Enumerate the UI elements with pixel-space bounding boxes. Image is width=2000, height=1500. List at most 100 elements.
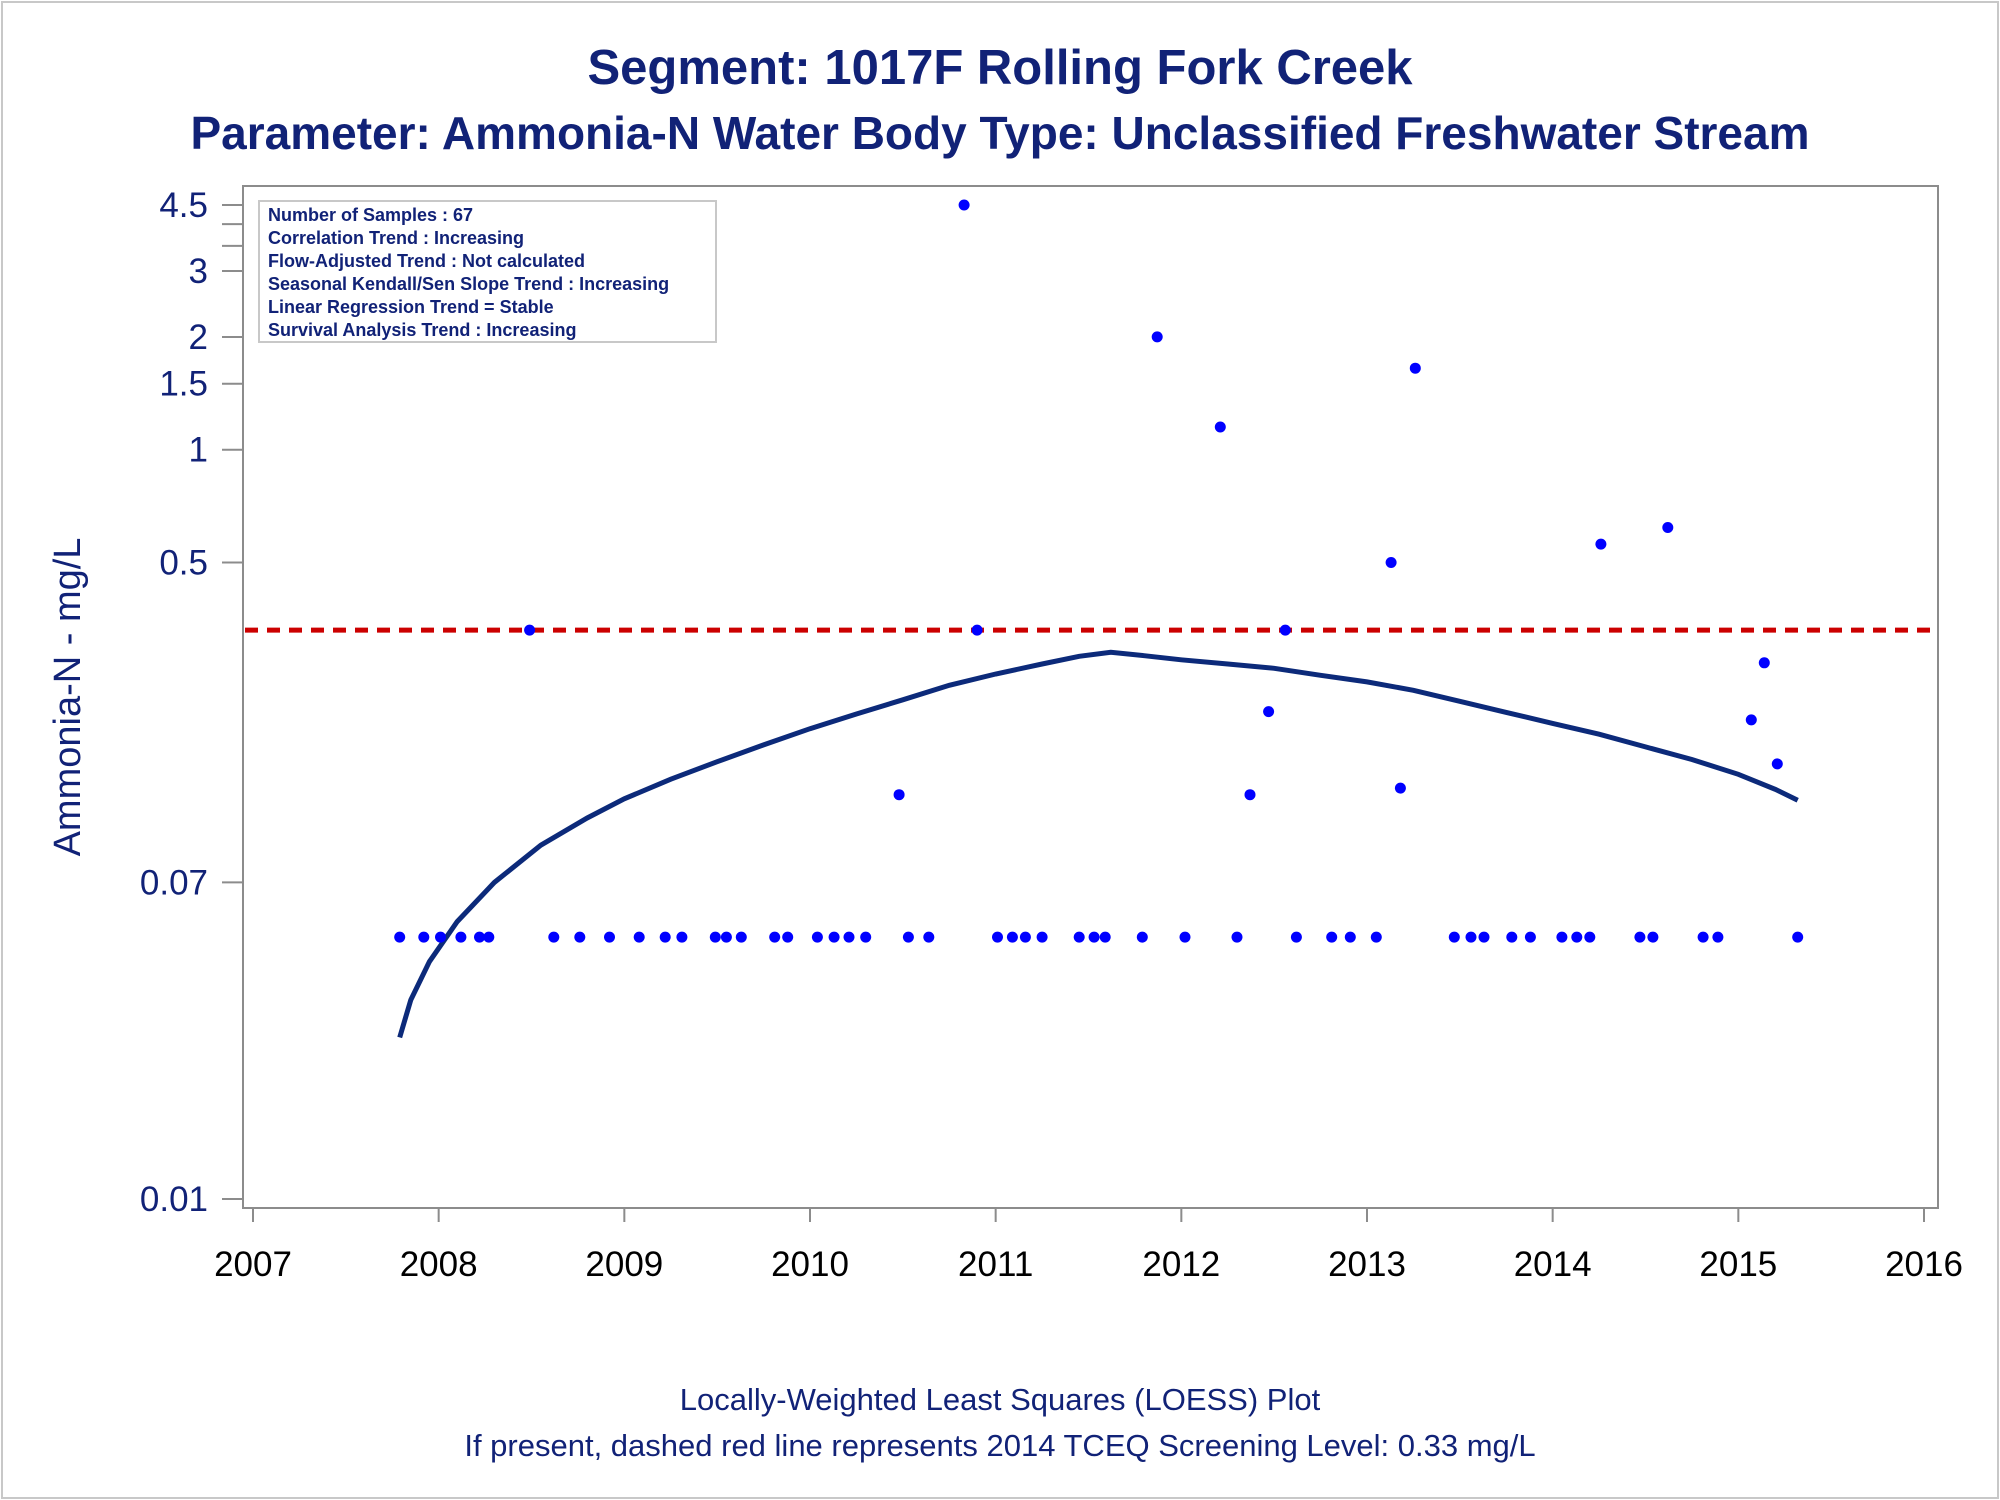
data-point: [923, 931, 935, 943]
data-point: [1370, 931, 1382, 943]
data-point: [709, 931, 721, 943]
x-tick-label: 2009: [585, 1245, 663, 1284]
data-point: [1385, 557, 1397, 568]
stats-line: Number of Samples : 67: [268, 205, 473, 225]
data-point: [676, 931, 688, 943]
footnote-loess: Locally-Weighted Least Squares (LOESS) P…: [679, 1382, 1321, 1417]
data-point: [1326, 931, 1338, 943]
data-point: [1006, 931, 1018, 943]
data-point: [1478, 931, 1490, 943]
data-point: [1179, 931, 1191, 943]
data-point: [1448, 931, 1460, 943]
data-point: [394, 931, 406, 943]
data-point: [1595, 538, 1607, 550]
chart-subtitle: Parameter: Ammonia-N Water Body Type: Un…: [190, 107, 1810, 159]
data-point: [1571, 931, 1583, 943]
y-tick-label: 0.5: [159, 543, 208, 582]
data-point: [1073, 931, 1085, 943]
data-point: [735, 931, 747, 943]
data-point: [633, 931, 645, 943]
y-tick-label: 1: [189, 431, 208, 470]
x-tick-label: 2014: [1514, 1245, 1592, 1284]
data-point: [1263, 706, 1275, 718]
loess-curve: [397, 649, 1799, 1039]
data-point: [1244, 789, 1256, 801]
data-point: [782, 931, 794, 943]
data-point: [1136, 931, 1148, 943]
data-point: [1344, 931, 1356, 943]
data-point: [1465, 931, 1477, 943]
stats-box-border: [258, 200, 717, 343]
x-tick-label: 2008: [400, 1245, 478, 1284]
data-point: [455, 931, 467, 943]
stats-line: Seasonal Kendall/Sen Slope Trend : Incre…: [268, 274, 669, 294]
y-axis: 0.01 0.07 0.5 1 1.5 2 3 4.5: [140, 186, 243, 1219]
data-point: [1394, 782, 1406, 794]
y-tick-label: 1.5: [159, 365, 208, 404]
data-point: [1556, 931, 1568, 943]
data-point: [1231, 931, 1243, 943]
data-point: [1290, 931, 1302, 943]
data-point: [1019, 931, 1031, 943]
data-point: [992, 931, 1003, 943]
data-point: [1214, 421, 1226, 433]
data-point: [574, 931, 586, 943]
data-point: [902, 931, 914, 943]
data-point: [769, 931, 781, 943]
stats-box: Number of Samples : 67 Correlation Trend …: [258, 200, 717, 343]
data-point: [435, 931, 446, 943]
data-point: [1088, 931, 1100, 943]
data-point: [1792, 931, 1804, 943]
data-point: [1099, 931, 1111, 943]
data-points: [394, 199, 1804, 943]
data-point: [843, 931, 855, 943]
x-tick-label: 2015: [1699, 1245, 1777, 1284]
data-point: [1662, 522, 1674, 533]
data-point: [1409, 362, 1421, 374]
data-point: [474, 931, 485, 943]
data-point: [1506, 931, 1518, 943]
data-point: [483, 931, 495, 943]
data-point: [720, 931, 732, 943]
y-tick-label: 0.07: [140, 863, 208, 902]
data-point: [1036, 931, 1048, 943]
chart-title: Segment: 1017F Rolling Fork Creek: [587, 41, 1413, 95]
stats-line: Linear Regression Trend = Stable: [268, 297, 554, 317]
y-tick-label: 4.5: [159, 186, 208, 225]
data-point: [828, 931, 840, 943]
stats-line: Flow-Adjusted Trend : Not calculated: [268, 251, 585, 271]
data-point: [860, 931, 872, 943]
x-axis: 2007 2008 2009 2010 2011 2012 2013 2014 2015 2016: [214, 1208, 1963, 1284]
data-point: [1634, 931, 1646, 943]
stats-line: Survival Analysis Trend : Increasing: [268, 320, 576, 340]
footnote-screening: If present, dashed red line represents 2…: [464, 1428, 1536, 1463]
data-point: [1758, 657, 1770, 669]
x-tick-label: 2013: [1328, 1245, 1406, 1284]
data-point: [1745, 714, 1757, 726]
data-point: [958, 199, 970, 211]
y-tick-label: 0.01: [140, 1180, 208, 1219]
x-tick-label: 2011: [958, 1245, 1033, 1284]
data-point: [418, 931, 430, 943]
data-point: [604, 931, 615, 943]
data-point: [524, 624, 536, 636]
data-point: [1771, 758, 1783, 770]
data-point: [893, 789, 905, 801]
data-point: [1279, 624, 1291, 636]
data-point: [1697, 931, 1709, 943]
data-point: [1712, 931, 1724, 943]
stats-line: Correlation Trend : Increasing: [268, 228, 524, 248]
data-point: [1647, 931, 1659, 943]
data-point: [971, 624, 983, 636]
y-axis-label: Ammonia-N - mg/L: [47, 538, 89, 857]
data-point: [548, 931, 560, 943]
data-point: [1584, 931, 1596, 943]
data-point: [1151, 331, 1163, 343]
x-tick-label: 2016: [1885, 1245, 1963, 1284]
plot-area: [242, 185, 1939, 1209]
x-tick-label: 2007: [214, 1245, 292, 1284]
data-point: [659, 931, 671, 943]
x-tick-label: 2012: [1142, 1245, 1220, 1284]
